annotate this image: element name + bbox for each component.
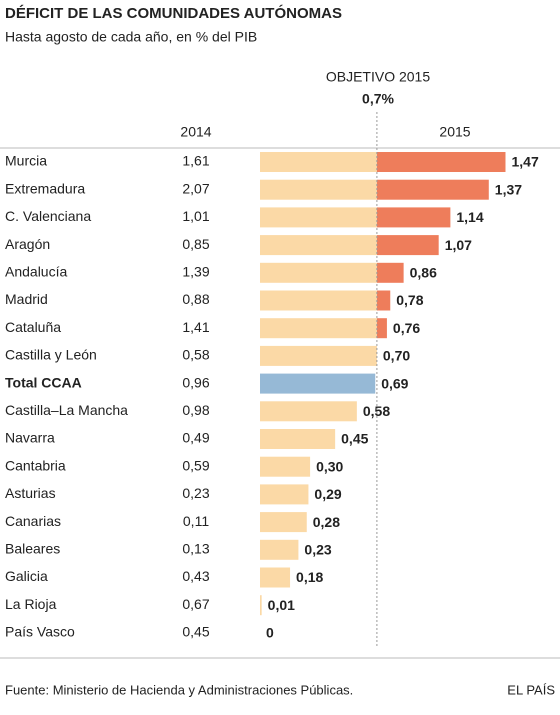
bar bbox=[260, 345, 377, 366]
value-2014: 0,85 bbox=[182, 236, 209, 252]
category-label: Canarias bbox=[5, 513, 61, 529]
bar bbox=[260, 567, 291, 588]
value-2014: 1,01 bbox=[182, 208, 209, 224]
value-label: 0,78 bbox=[396, 292, 423, 308]
category-label: Total CCAA bbox=[5, 374, 82, 390]
value-label: 1,07 bbox=[445, 237, 472, 253]
category-label: Asturias bbox=[5, 485, 56, 501]
value-2014: 1,61 bbox=[182, 153, 209, 169]
value-2014: 0,11 bbox=[183, 513, 209, 529]
category-label: Aragón bbox=[5, 236, 50, 252]
value-2014: 0,49 bbox=[182, 430, 209, 446]
value-label: 1,47 bbox=[511, 154, 538, 170]
bar bbox=[260, 207, 377, 228]
column-header: 2015 bbox=[439, 124, 470, 140]
value-label: 1,37 bbox=[495, 181, 522, 197]
value-label: 0,28 bbox=[313, 514, 340, 530]
value-label: 0,69 bbox=[381, 375, 408, 391]
bar bbox=[260, 318, 377, 339]
category-label: País Vasco bbox=[5, 624, 75, 640]
value-2014: 0,58 bbox=[182, 347, 209, 363]
bar bbox=[260, 512, 307, 533]
category-label: Madrid bbox=[5, 291, 48, 307]
target-label: OBJETIVO 2015 bbox=[326, 69, 430, 85]
source: Fuente: Ministerio de Hacienda y Adminis… bbox=[5, 682, 353, 697]
category-label: C. Valenciana bbox=[5, 208, 91, 224]
value-label: 0,30 bbox=[316, 458, 343, 474]
value-label: 0,18 bbox=[296, 569, 323, 585]
brand: EL PAÍS bbox=[507, 682, 555, 697]
value-2014: 0,67 bbox=[182, 596, 209, 612]
category-label: Castilla–La Mancha bbox=[5, 402, 128, 418]
bar-above-target bbox=[376, 290, 391, 311]
bar-above-target bbox=[376, 235, 439, 256]
value-label: 0,70 bbox=[383, 348, 410, 364]
value-label: 0,58 bbox=[363, 403, 390, 419]
bar bbox=[260, 484, 309, 505]
value-label: 0,86 bbox=[410, 265, 437, 281]
value-label: 0,23 bbox=[304, 542, 331, 558]
bar-above-target bbox=[376, 179, 489, 200]
bar-above-target bbox=[376, 262, 404, 283]
value-2014: 0,88 bbox=[182, 291, 209, 307]
bar-above-target bbox=[376, 152, 506, 172]
category-label: Castilla y León bbox=[5, 347, 97, 363]
value-2014: 1,39 bbox=[182, 264, 209, 280]
category-label: Galicia bbox=[5, 568, 48, 584]
category-label: La Rioja bbox=[5, 596, 57, 612]
chart-title: DÉFICIT DE LAS COMUNIDADES AUTÓNOMAS bbox=[5, 4, 342, 22]
bar-above-target bbox=[376, 207, 451, 228]
bar bbox=[260, 429, 336, 449]
value-2014: 0,96 bbox=[182, 374, 209, 390]
value-2014: 0,13 bbox=[182, 541, 209, 557]
bar-above-target bbox=[376, 318, 387, 339]
value-label: 0,29 bbox=[314, 486, 341, 502]
value-label: 0 bbox=[266, 625, 274, 641]
bar bbox=[260, 262, 377, 283]
category-label: Cataluña bbox=[5, 319, 61, 335]
category-label: Andalucía bbox=[5, 264, 67, 280]
bar bbox=[260, 179, 377, 200]
bar bbox=[260, 152, 377, 172]
bar bbox=[260, 373, 376, 394]
value-2014: 0,45 bbox=[182, 624, 209, 640]
value-label: 0,76 bbox=[393, 320, 420, 336]
category-label: Extremadura bbox=[5, 180, 85, 196]
category-label: Murcia bbox=[5, 153, 47, 169]
value-2014: 0,98 bbox=[182, 402, 209, 418]
value-2014: 2,07 bbox=[182, 180, 209, 196]
value-label: 0,01 bbox=[268, 597, 295, 613]
bar bbox=[260, 539, 299, 560]
value-label: 0,45 bbox=[341, 431, 368, 447]
category-label: Baleares bbox=[5, 541, 60, 557]
bar bbox=[260, 401, 357, 422]
bar bbox=[260, 595, 262, 616]
column-header: 2014 bbox=[180, 124, 211, 140]
bar bbox=[260, 456, 311, 477]
value-2014: 0,23 bbox=[182, 485, 209, 501]
bar bbox=[260, 290, 377, 311]
value-2014: 0,43 bbox=[182, 568, 209, 584]
chart-subtitle: Hasta agosto de cada año, en % del PIB bbox=[5, 29, 257, 45]
category-label: Cantabria bbox=[5, 457, 66, 473]
bar bbox=[260, 235, 377, 256]
value-label: 1,14 bbox=[456, 209, 483, 225]
category-label: Navarra bbox=[5, 430, 55, 446]
value-2014: 0,59 bbox=[182, 457, 209, 473]
target-value-label: 0,7% bbox=[362, 91, 394, 107]
value-2014: 1,41 bbox=[182, 319, 209, 335]
